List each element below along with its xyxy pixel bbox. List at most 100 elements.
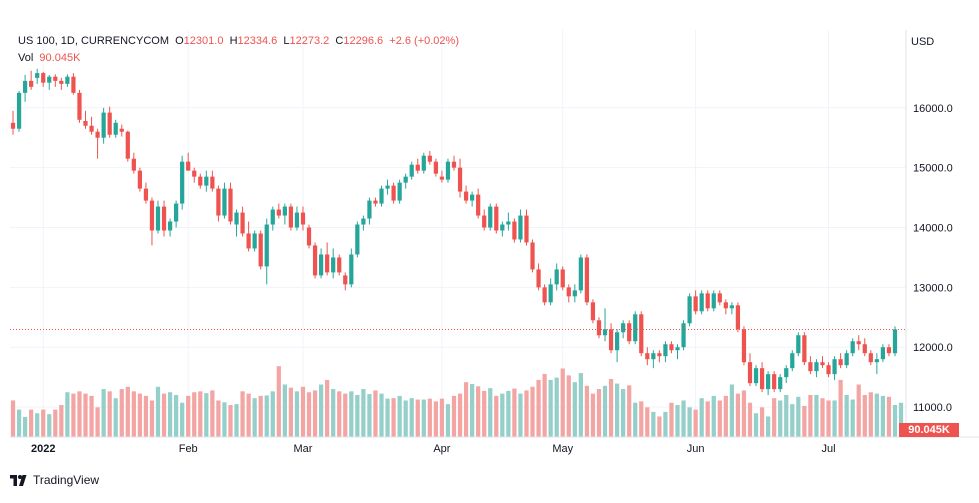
candle[interactable] bbox=[482, 209, 487, 231]
candle[interactable] bbox=[186, 152, 191, 171]
candle[interactable] bbox=[22, 74, 28, 102]
candle[interactable] bbox=[131, 152, 136, 174]
candle[interactable] bbox=[137, 167, 142, 192]
candle[interactable] bbox=[433, 158, 438, 177]
candle[interactable] bbox=[874, 353, 879, 375]
candle[interactable] bbox=[675, 344, 680, 360]
candle[interactable] bbox=[608, 323, 614, 354]
candle[interactable] bbox=[729, 302, 734, 315]
candle[interactable] bbox=[174, 200, 179, 228]
candle[interactable] bbox=[355, 221, 360, 258]
candle[interactable] bbox=[518, 209, 523, 243]
candle[interactable] bbox=[89, 116, 94, 135]
symbol-name[interactable]: US 100, 1D, CURRENCYCOM bbox=[18, 35, 169, 47]
candle[interactable] bbox=[584, 254, 590, 306]
candle[interactable] bbox=[856, 335, 861, 351]
candle[interactable] bbox=[814, 359, 819, 378]
candle[interactable] bbox=[506, 212, 511, 231]
candle[interactable] bbox=[367, 197, 372, 225]
candle[interactable] bbox=[500, 221, 505, 237]
candle[interactable] bbox=[602, 308, 608, 342]
candle[interactable] bbox=[101, 107, 106, 144]
candle[interactable] bbox=[29, 70, 34, 90]
candle[interactable] bbox=[524, 209, 529, 246]
candle[interactable] bbox=[621, 320, 626, 339]
candle[interactable] bbox=[651, 350, 656, 369]
candle[interactable] bbox=[312, 242, 318, 279]
candle[interactable] bbox=[802, 332, 807, 366]
candle[interactable] bbox=[892, 326, 898, 357]
candle[interactable] bbox=[639, 311, 644, 357]
candle[interactable] bbox=[741, 326, 747, 366]
candle[interactable] bbox=[711, 290, 716, 312]
candle[interactable] bbox=[180, 155, 185, 210]
candle[interactable] bbox=[832, 356, 837, 381]
candle[interactable] bbox=[228, 182, 233, 225]
candle[interactable] bbox=[705, 290, 710, 312]
candle[interactable] bbox=[693, 290, 698, 315]
candle[interactable] bbox=[409, 161, 414, 180]
candle[interactable] bbox=[808, 356, 813, 375]
candle[interactable] bbox=[784, 365, 789, 384]
candle[interactable] bbox=[403, 173, 408, 189]
candle[interactable] bbox=[264, 218, 269, 285]
candle[interactable] bbox=[723, 299, 728, 315]
candle[interactable] bbox=[47, 74, 52, 90]
candle[interactable] bbox=[735, 302, 741, 333]
candle[interactable] bbox=[204, 170, 209, 192]
candle[interactable] bbox=[542, 284, 547, 306]
candle[interactable] bbox=[331, 248, 336, 279]
candle[interactable] bbox=[590, 299, 596, 324]
candle[interactable] bbox=[880, 344, 886, 363]
candle[interactable] bbox=[470, 191, 475, 207]
candle[interactable] bbox=[476, 188, 481, 219]
candle[interactable] bbox=[325, 242, 330, 276]
candle[interactable] bbox=[95, 128, 100, 159]
tradingview-logo[interactable]: TradingView bbox=[10, 473, 99, 487]
candle[interactable] bbox=[125, 130, 130, 162]
candle[interactable] bbox=[143, 182, 149, 204]
candle[interactable] bbox=[578, 254, 583, 294]
candle[interactable] bbox=[53, 74, 58, 87]
candle[interactable] bbox=[222, 182, 227, 219]
candle[interactable] bbox=[838, 353, 843, 369]
candle[interactable] bbox=[868, 350, 873, 366]
candle[interactable] bbox=[687, 293, 692, 327]
candle[interactable] bbox=[149, 197, 155, 246]
candle[interactable] bbox=[451, 155, 457, 171]
candle[interactable] bbox=[155, 200, 161, 234]
candle[interactable] bbox=[699, 290, 704, 315]
candle[interactable] bbox=[820, 356, 825, 369]
candle[interactable] bbox=[41, 71, 46, 87]
candle[interactable] bbox=[512, 218, 517, 243]
candle[interactable] bbox=[596, 317, 602, 339]
candle[interactable] bbox=[258, 230, 263, 270]
candle[interactable] bbox=[240, 206, 245, 237]
candle[interactable] bbox=[421, 152, 426, 174]
candle[interactable] bbox=[252, 230, 257, 252]
candle[interactable] bbox=[300, 206, 306, 231]
candle[interactable] bbox=[318, 248, 324, 279]
candle[interactable] bbox=[681, 320, 686, 351]
candle[interactable] bbox=[572, 284, 577, 303]
candle[interactable] bbox=[385, 179, 390, 195]
candle[interactable] bbox=[71, 73, 76, 95]
candle[interactable] bbox=[294, 206, 300, 231]
candle[interactable] bbox=[167, 218, 173, 237]
candle[interactable] bbox=[457, 158, 463, 198]
candle[interactable] bbox=[886, 344, 892, 357]
candle[interactable] bbox=[234, 209, 239, 237]
candle[interactable] bbox=[747, 353, 753, 387]
candle[interactable] bbox=[753, 365, 759, 387]
candle[interactable] bbox=[717, 290, 722, 306]
candle[interactable] bbox=[119, 124, 124, 137]
candle[interactable] bbox=[65, 74, 70, 87]
candle[interactable] bbox=[210, 170, 215, 192]
candle[interactable] bbox=[627, 320, 632, 345]
candle[interactable] bbox=[790, 350, 795, 372]
candle[interactable] bbox=[373, 197, 378, 207]
candle[interactable] bbox=[669, 341, 674, 354]
candle[interactable] bbox=[536, 263, 541, 291]
candle[interactable] bbox=[192, 167, 197, 183]
